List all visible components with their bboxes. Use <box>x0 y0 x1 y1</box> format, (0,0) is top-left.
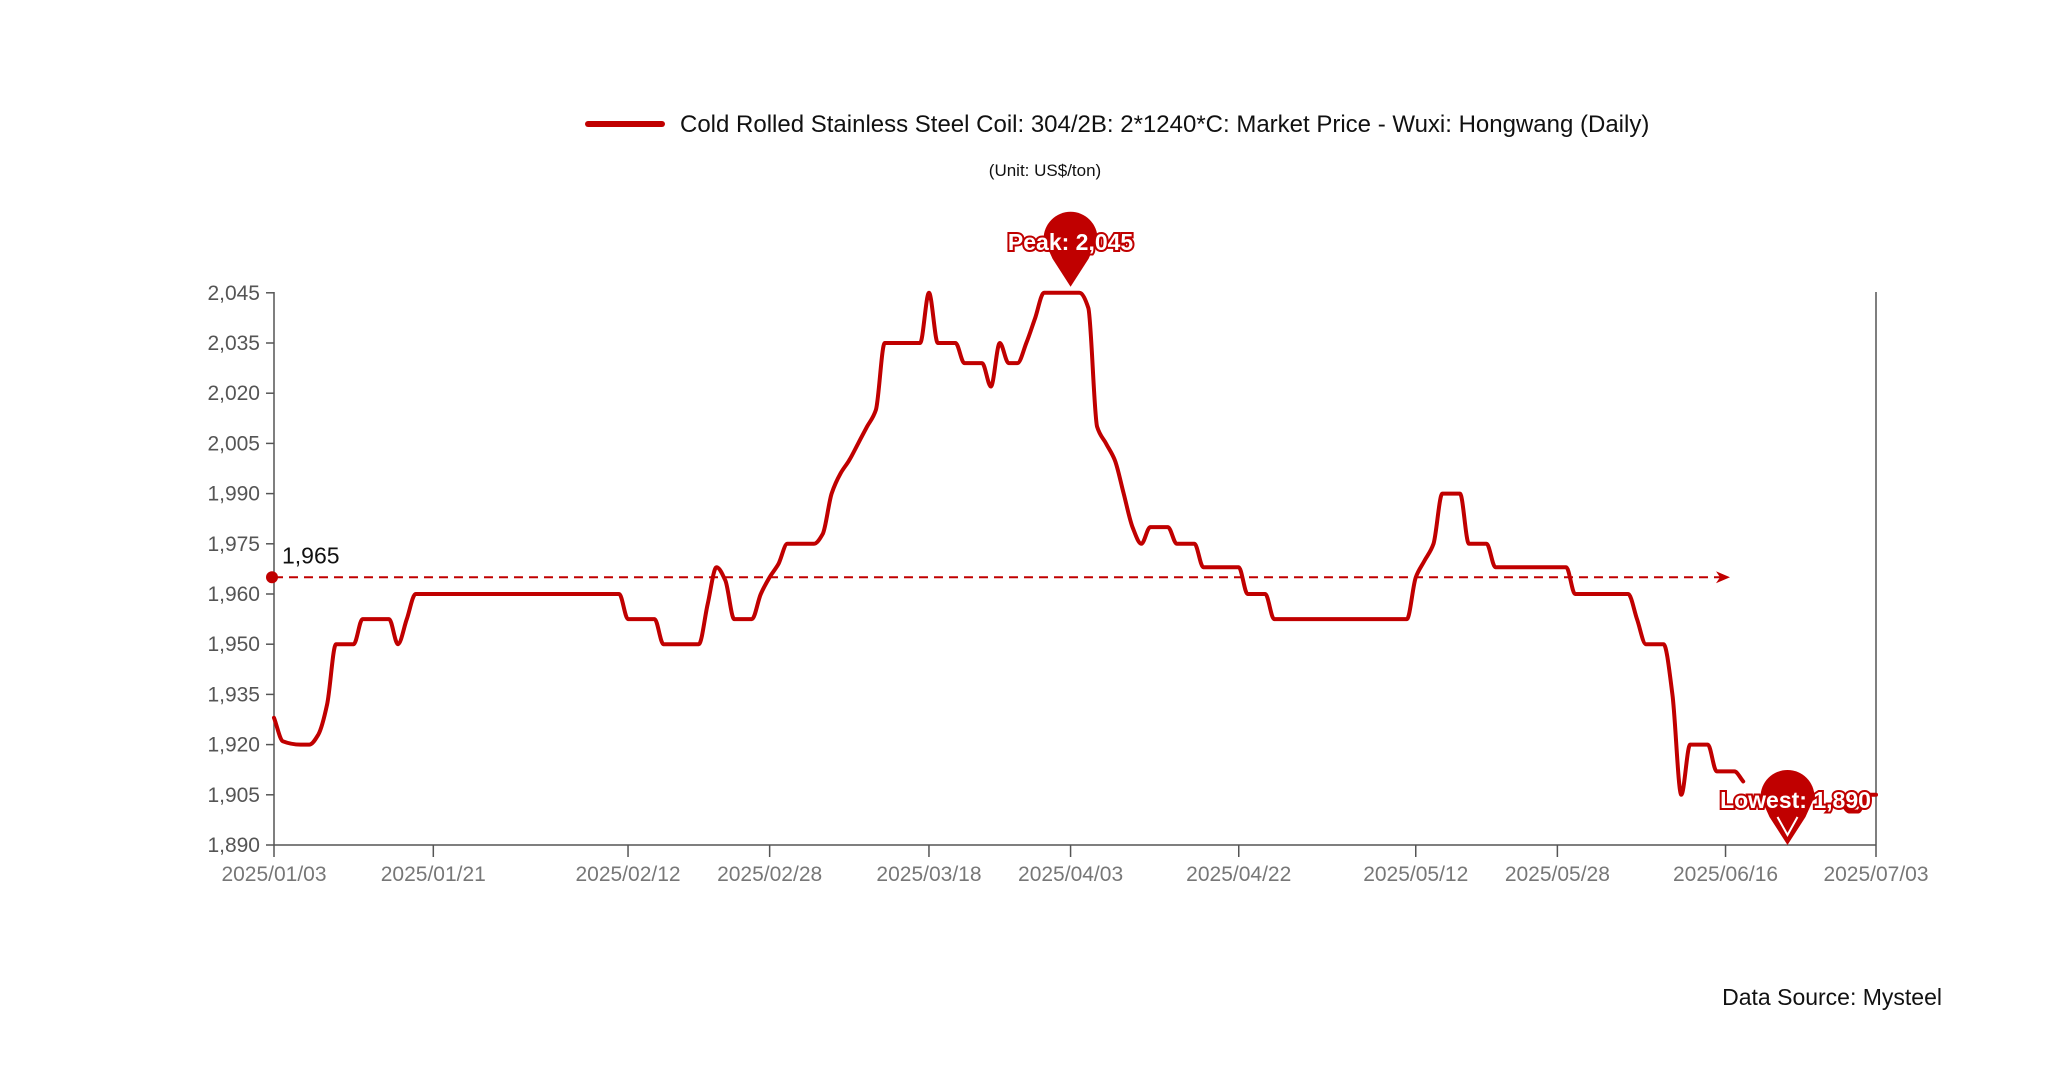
peak-pin-shape <box>1043 211 1098 287</box>
peak-label: Peak: 2,045 <box>1008 229 1134 255</box>
reference-start-dot <box>266 571 278 584</box>
x-tick-label: 2025/05/28 <box>1505 863 1610 886</box>
x-tick-label: 2025/03/18 <box>876 863 981 886</box>
x-tick-label: 2025/05/12 <box>1363 863 1468 886</box>
y-tick-label: 2,005 <box>207 432 260 455</box>
legend-label: Cold Rolled Stainless Steel Coil: 304/2B… <box>680 111 1649 138</box>
lowest-pin-shape <box>1760 770 1815 845</box>
y-tick-label: 1,905 <box>207 784 260 807</box>
lowest-label: Lowest: 1,890 <box>1720 787 1871 813</box>
x-tick-label: 2025/01/03 <box>221 863 326 886</box>
y-tick-label: 1,990 <box>207 483 260 506</box>
y-axis-ticks: 1,890 1,905 1,920 1,935 1,950 1,960 1,975 1,990… <box>207 282 274 857</box>
x-tick-label: 2025/02/28 <box>717 863 822 886</box>
y-tick-label: 1,950 <box>207 633 260 656</box>
x-axis-ticks: 2025/01/03 2025/01/21 2025/02/12 2025/02/28… <box>221 845 1929 886</box>
data-source: Data Source: Mysteel <box>1722 984 1942 1010</box>
reference-label: 1,965 <box>282 542 340 568</box>
series-line <box>272 290 1746 797</box>
peak-marker: Peak: 2,045 <box>1006 211 1135 287</box>
lowest-pin-inner <box>1776 816 1799 838</box>
y-tick-label: 2,020 <box>207 382 260 405</box>
x-tick-label: 2025/07/03 <box>1823 863 1928 886</box>
y-tick-label: 2,035 <box>207 332 260 355</box>
x-tick-label: 2025/06/16 <box>1673 863 1778 886</box>
x-tick-label: 2025/01/21 <box>381 863 486 886</box>
x-tick-label: 2025/02/12 <box>575 863 680 886</box>
y-tick-label: 1,960 <box>207 583 260 606</box>
x-tick-label: 2025/04/03 <box>1018 863 1123 886</box>
unit-label: (Unit: US$/ton) <box>989 161 1101 180</box>
y-tick-label: 1,935 <box>207 683 260 706</box>
y-tick-label: 2,045 <box>207 282 260 305</box>
x-tick-label: 2025/04/22 <box>1186 863 1291 886</box>
lowest-marker: Lowest: 1,890 <box>1718 770 1873 845</box>
series-line-after-gap <box>1838 792 1878 814</box>
y-tick-label: 1,975 <box>207 533 260 556</box>
y-tick-label: 1,920 <box>207 734 260 757</box>
y-tick-label: 1,890 <box>207 834 260 857</box>
